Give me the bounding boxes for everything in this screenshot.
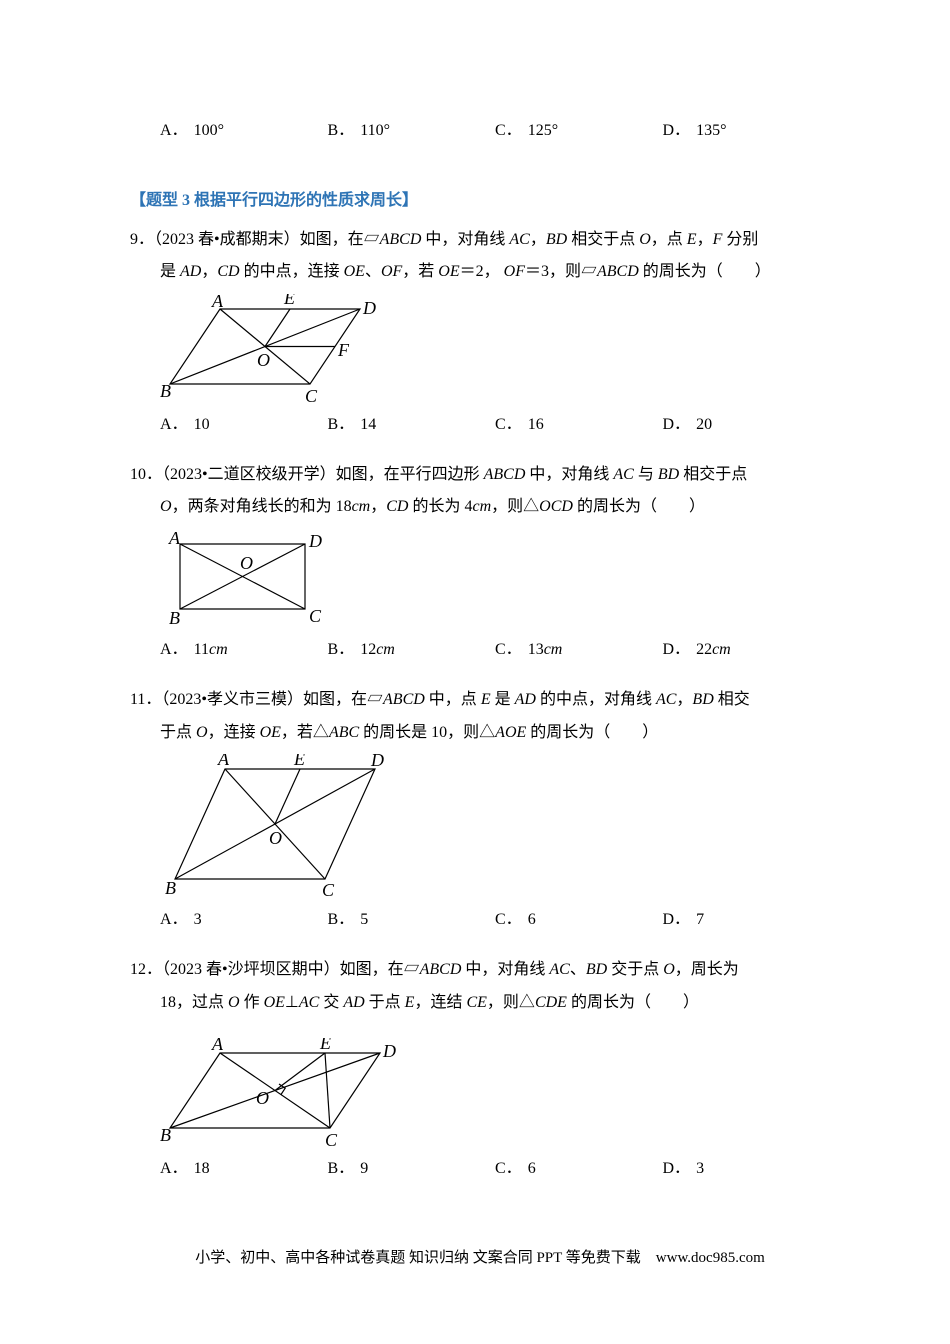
svg-text:C: C xyxy=(322,880,335,899)
q10-opt-c: C．13cm xyxy=(495,635,663,665)
svg-text:D: D xyxy=(370,754,384,770)
svg-text:F: F xyxy=(337,340,350,360)
q10-options: A．11cm B．12cm C．13cm D．22cm xyxy=(160,635,830,665)
q8-opt-b: B．110° xyxy=(328,116,496,146)
svg-text:A: A xyxy=(211,294,224,311)
q12-opt-b: B．9 xyxy=(328,1154,496,1184)
q9-opt-d: D．20 xyxy=(663,410,831,440)
svg-text:D: D xyxy=(382,1041,396,1061)
q12-svg: A D B C E O xyxy=(160,1038,405,1148)
q9-figure: A D B C E F O xyxy=(160,294,830,404)
svg-text:E: E xyxy=(293,754,305,769)
svg-text:B: B xyxy=(165,878,176,898)
q9-opt-b: B．14 xyxy=(328,410,496,440)
q8-opt-c: C．125° xyxy=(495,116,663,146)
q12-figure: A D B C E O xyxy=(160,1038,830,1148)
svg-text:C: C xyxy=(309,606,322,626)
q9-text-2: 是 AD，CD 的中点，连接 OE、OF，若 OE＝2， OF＝3，则▱ABCD… xyxy=(130,257,830,287)
q8-opt-a: A．100° xyxy=(160,116,328,146)
page-footer: 小学、初中、高中各种试卷真题 知识归纳 文案合同 PPT 等免费下载 www.d… xyxy=(130,1244,830,1273)
svg-text:O: O xyxy=(240,553,253,573)
svg-text:C: C xyxy=(325,1130,338,1148)
q9-opt-c: C．16 xyxy=(495,410,663,440)
svg-text:A: A xyxy=(211,1038,224,1054)
q12-opt-d: D．3 xyxy=(663,1154,831,1184)
q10-figure: A D B C O xyxy=(160,529,830,629)
svg-text:A: A xyxy=(168,529,181,548)
q11-svg: A D B C E O xyxy=(160,754,405,899)
svg-text:E: E xyxy=(283,294,295,308)
q11-opt-d: D．7 xyxy=(663,905,831,935)
svg-text:O: O xyxy=(256,1088,269,1108)
q10-opt-d: D．22cm xyxy=(663,635,831,665)
q12-options: A．18 B．9 C．6 D．3 xyxy=(160,1154,830,1184)
q10-opt-b: B．12cm xyxy=(328,635,496,665)
q11-opt-c: C．6 xyxy=(495,905,663,935)
q11-opt-a: A．3 xyxy=(160,905,328,935)
section-3-title: 【题型 3 根据平行四边形的性质求周长】 xyxy=(130,186,830,216)
q12-opt-a: A．18 xyxy=(160,1154,328,1184)
q10-text-2: O，两条对角线长的和为 18cm，CD 的长为 4cm，则△OCD 的周长为（ … xyxy=(130,492,830,522)
q8-options: A．100° B．110° C．125° D．135° xyxy=(160,116,830,146)
q12-opt-c: C．6 xyxy=(495,1154,663,1184)
svg-text:A: A xyxy=(217,754,230,769)
q9-opt-a: A．10 xyxy=(160,410,328,440)
q10-opt-a: A．11cm xyxy=(160,635,328,665)
svg-text:D: D xyxy=(362,298,376,318)
svg-text:D: D xyxy=(308,531,322,551)
svg-text:B: B xyxy=(169,608,180,628)
svg-text:O: O xyxy=(257,350,270,370)
q11-options: A．3 B．5 C．6 D．7 xyxy=(160,905,830,935)
q11-opt-b: B．5 xyxy=(328,905,496,935)
svg-text:C: C xyxy=(305,386,318,404)
q9-svg: A D B C E F O xyxy=(160,294,385,404)
svg-text:E: E xyxy=(319,1038,331,1053)
q8-opt-d: D．135° xyxy=(663,116,831,146)
q9-options: A．10 B．14 C．16 D．20 xyxy=(160,410,830,440)
svg-text:B: B xyxy=(160,1125,171,1145)
svg-text:B: B xyxy=(160,381,171,401)
q11-figure: A D B C E O xyxy=(160,754,830,899)
q10-svg: A D B C O xyxy=(160,529,335,629)
page-content: A．100° B．110° C．125° D．135° 【题型 3 根据平行四边… xyxy=(0,0,950,1313)
q12-text: 12．（2023 春•沙坪坝区期中）如图，在▱ABCD 中，对角线 AC、BD … xyxy=(130,955,830,985)
q11-text: 11．（2023•孝义市三模）如图，在▱ABCD 中，点 E 是 AD 的中点，… xyxy=(130,685,830,715)
q11-text-2: 于点 O，连接 OE，若△ABC 的周长是 10，则△AOE 的周长为（ ） xyxy=(130,718,830,748)
q9-text: 9．（2023 春•成都期末）如图，在▱ABCD 中，对角线 AC，BD 相交于… xyxy=(130,225,830,255)
svg-text:O: O xyxy=(269,828,282,848)
q10-text: 10．（2023•二道区校级开学）如图，在平行四边形 ABCD 中，对角线 AC… xyxy=(130,460,830,490)
q12-text-2: 18，过点 O 作 OE⊥AC 交 AD 于点 E，连结 CE，则△CDE 的周… xyxy=(130,988,830,1018)
